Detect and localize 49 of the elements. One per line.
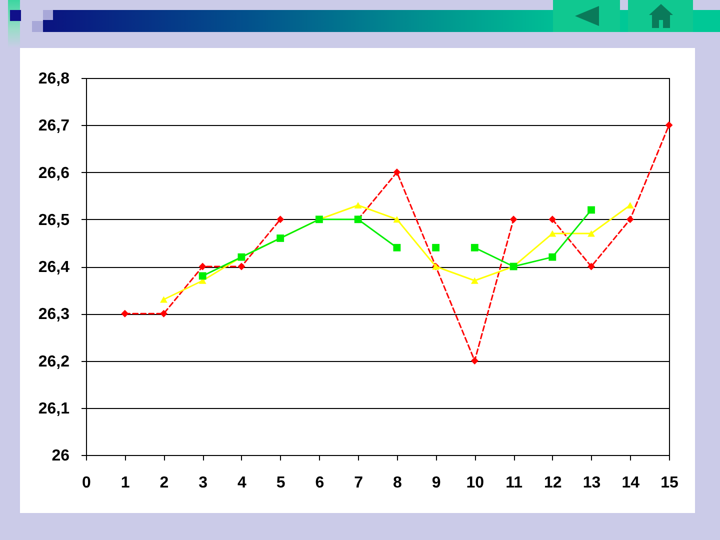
x-tick-label: 3 [198, 474, 208, 492]
x-tick-label: 0 [82, 474, 92, 492]
x-tick-label: 5 [276, 474, 286, 492]
x-tick-label: 2 [160, 474, 169, 492]
point [588, 230, 595, 237]
point [393, 216, 401, 223]
point [548, 230, 556, 237]
point [588, 206, 595, 214]
x-tick-label: 14 [622, 474, 640, 492]
y-tick-label: 26,1 [38, 400, 70, 418]
x-tick-label: 12 [544, 474, 562, 492]
y-tick-label: 26,3 [38, 306, 70, 324]
x-tick-label: 1 [120, 474, 130, 492]
x-tick-label: 15 [660, 474, 678, 492]
point [198, 262, 206, 270]
point [665, 121, 673, 129]
x-tick-label: 9 [432, 474, 441, 492]
x-tick-label: 7 [354, 474, 364, 492]
point [393, 244, 401, 252]
point [276, 216, 284, 224]
point [470, 244, 478, 252]
point [510, 216, 518, 224]
y-tick-label: 26,7 [38, 118, 70, 135]
x-tick-label: 13 [582, 474, 601, 492]
y-tick-label: 26,8 [38, 70, 70, 88]
point [548, 253, 556, 261]
y-tick-label: 26,5 [38, 212, 70, 229]
point [121, 310, 129, 318]
x-tick-label: 11 [506, 474, 523, 492]
point [432, 244, 440, 252]
x-tick-label: 8 [392, 474, 402, 492]
point [198, 272, 206, 280]
point [238, 262, 246, 270]
point [626, 216, 634, 224]
y-tick-label: 26,6 [38, 164, 70, 182]
x-tick-label: 4 [238, 474, 247, 492]
point [470, 277, 478, 284]
y-tick-label: 26,2 [38, 353, 70, 370]
point [160, 310, 168, 318]
point [470, 357, 478, 364]
x-tick-label: 6 [315, 474, 324, 492]
point [160, 296, 168, 303]
point [393, 168, 401, 176]
point [354, 202, 362, 208]
y-tick-label: 26,4 [38, 259, 70, 276]
x-tick-label: 10 [466, 474, 484, 492]
point [548, 216, 556, 224]
point [626, 202, 634, 208]
y-tick-label: 26 [52, 448, 70, 464]
